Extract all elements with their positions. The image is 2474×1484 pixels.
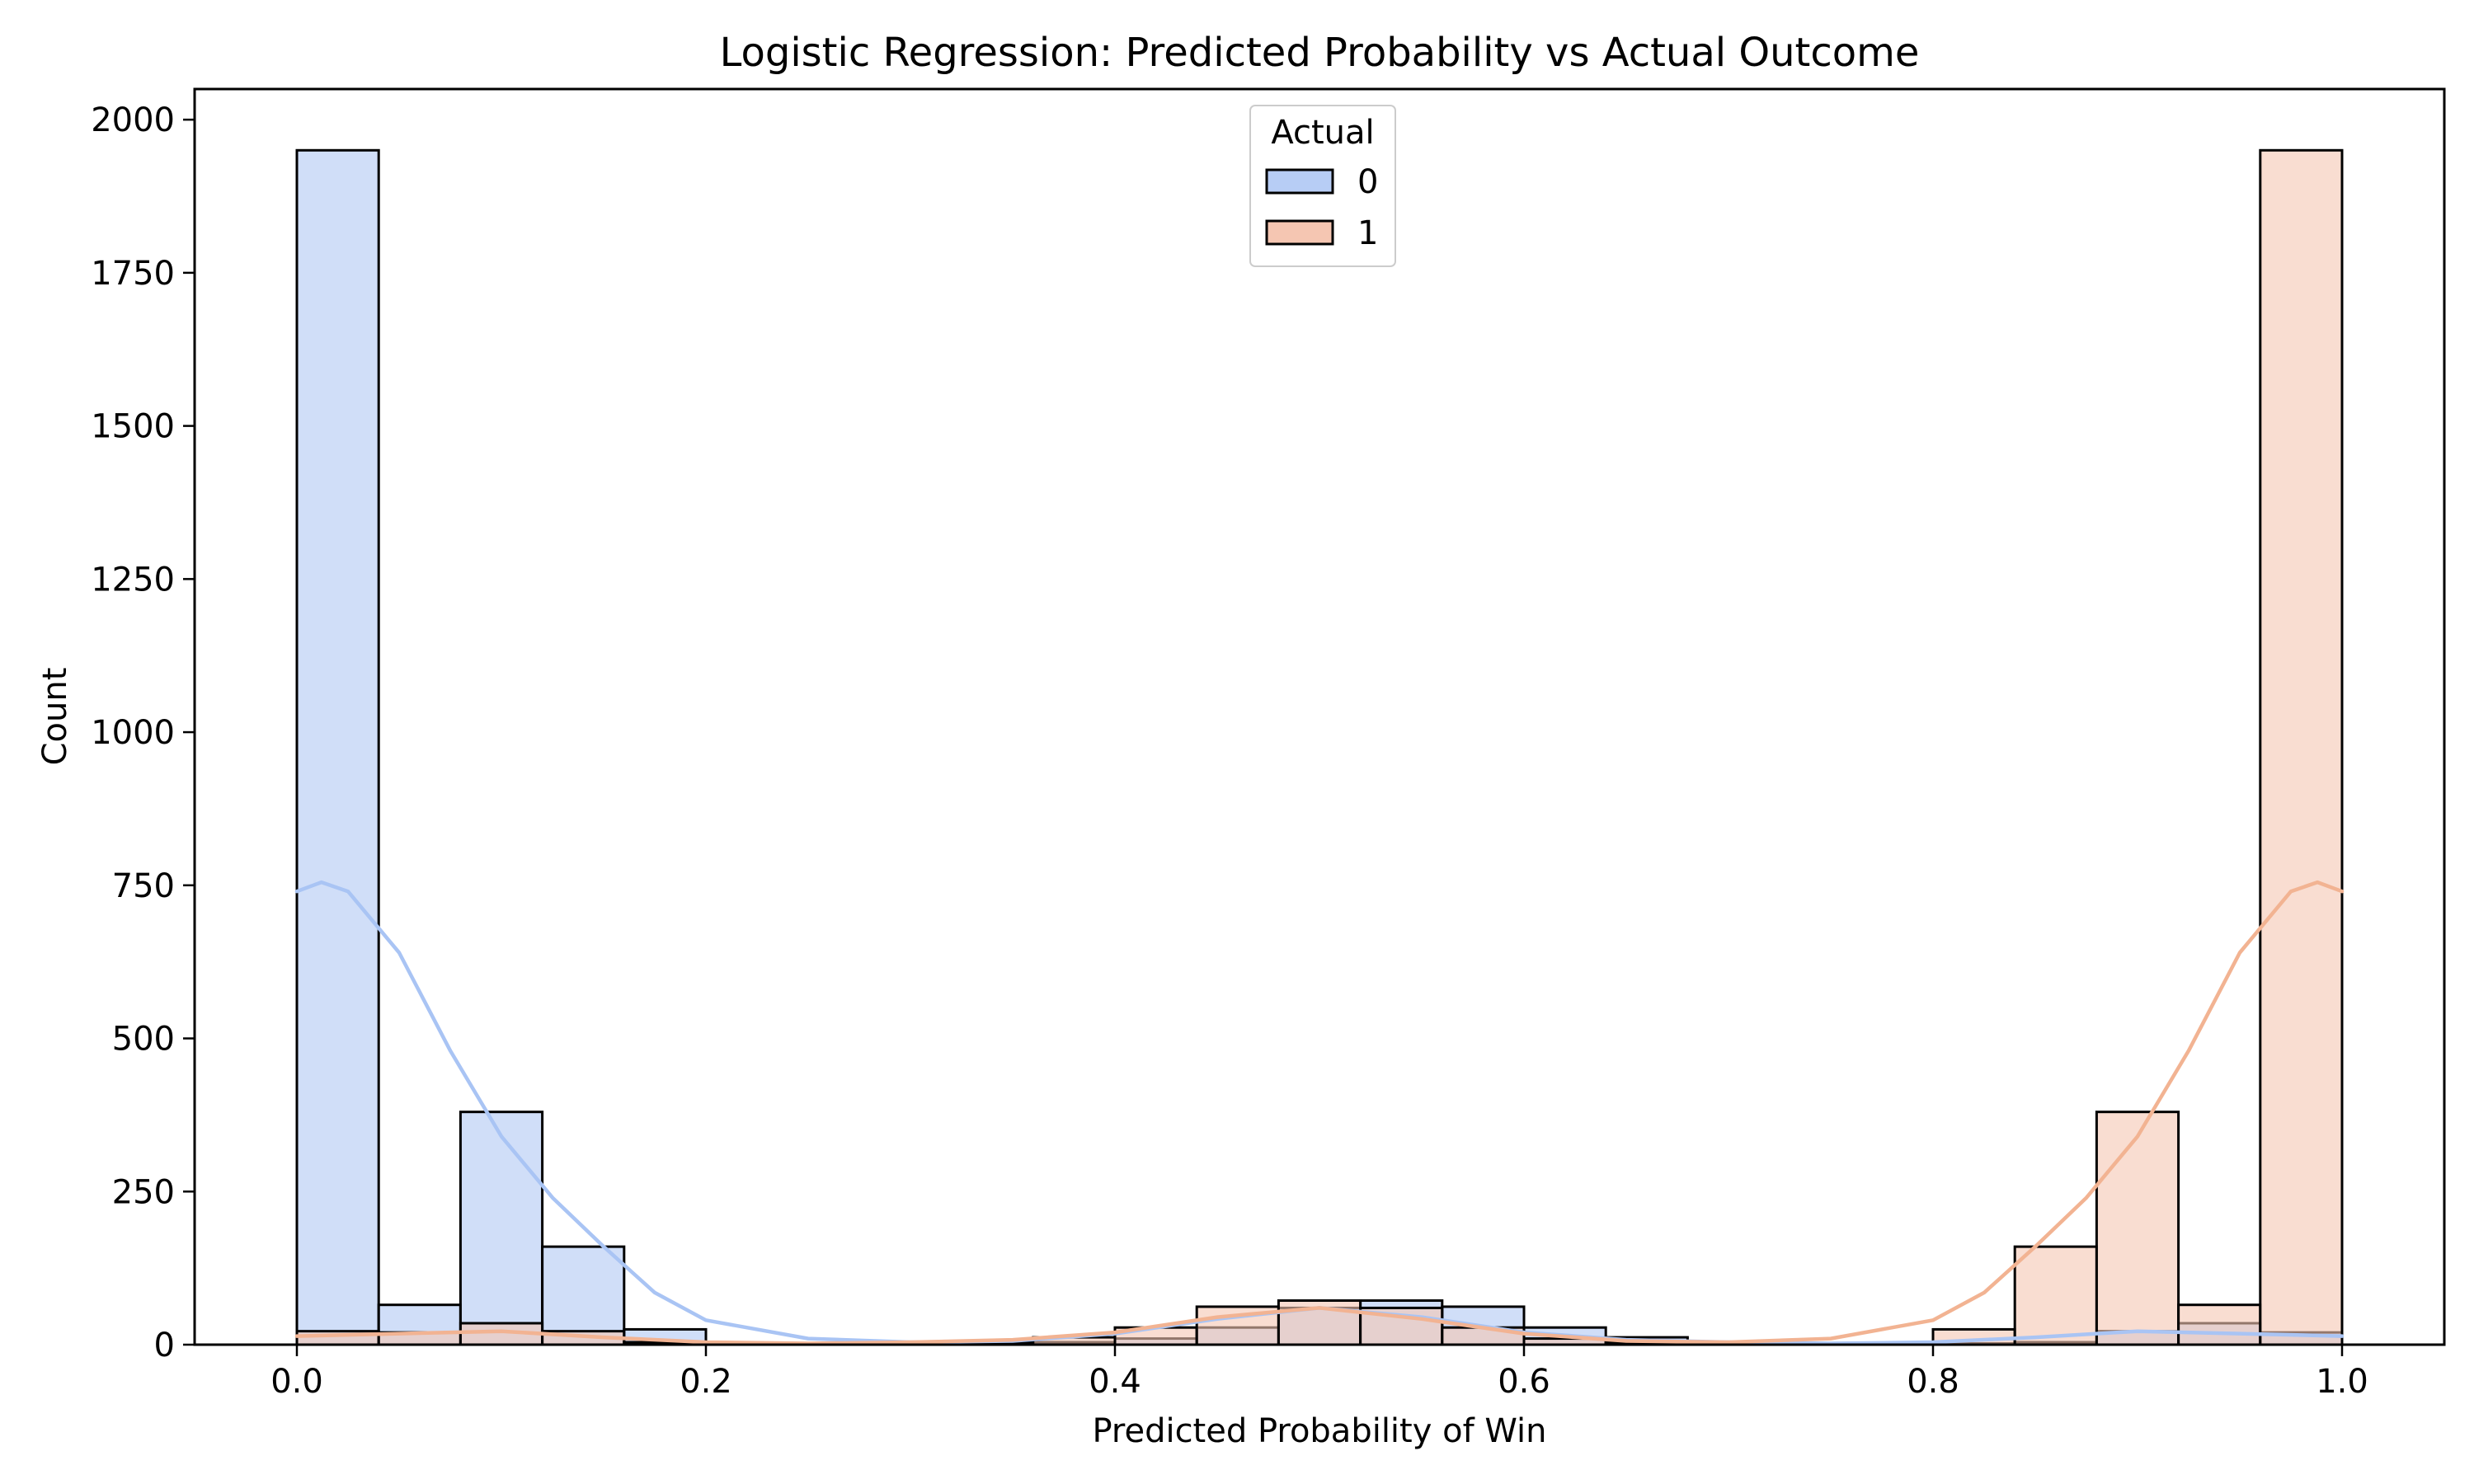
- bar-series-1-bin-22: [2096, 1112, 2178, 1345]
- bar-series-0-bin-0: [297, 150, 379, 1345]
- chart-title: Logistic Regression: Predicted Probabili…: [720, 30, 1920, 76]
- x-tick-label: 0.2: [680, 1363, 732, 1401]
- y-tick-label: 750: [112, 867, 175, 905]
- x-tick-label: 0.4: [1089, 1363, 1141, 1401]
- bar-series-1-bin-24: [2260, 150, 2342, 1345]
- y-tick-label: 0: [154, 1327, 175, 1364]
- y-tick-label: 2000: [91, 101, 175, 139]
- y-tick-label: 1000: [91, 714, 175, 752]
- legend-label-0: 0: [1357, 163, 1378, 201]
- legend-swatch-0: [1267, 170, 1333, 193]
- x-axis-label: Predicted Probability of Win: [1092, 1412, 1546, 1450]
- y-tick-label: 1250: [91, 561, 175, 599]
- bar-series-0-bin-2: [460, 1112, 542, 1345]
- x-tick-label: 0.6: [1498, 1363, 1550, 1401]
- x-tick-label: 1.0: [2316, 1363, 2368, 1401]
- y-tick-label: 250: [112, 1173, 175, 1211]
- y-tick-label: 1750: [91, 255, 175, 293]
- legend-title: Actual: [1271, 114, 1374, 152]
- x-tick-label: 0.8: [1907, 1363, 1959, 1401]
- bar-series-1-bin-23: [2179, 1305, 2260, 1345]
- legend-label-1: 1: [1357, 214, 1378, 252]
- y-tick-label: 1500: [91, 408, 175, 446]
- legend: Actual 0 1: [1250, 106, 1395, 266]
- x-tick-label: 0.0: [270, 1363, 323, 1401]
- legend-swatch-1: [1267, 221, 1333, 244]
- bar-series-1-bin-21: [2015, 1247, 2096, 1345]
- y-tick-label: 500: [112, 1021, 175, 1059]
- y-axis-label: Count: [36, 668, 74, 766]
